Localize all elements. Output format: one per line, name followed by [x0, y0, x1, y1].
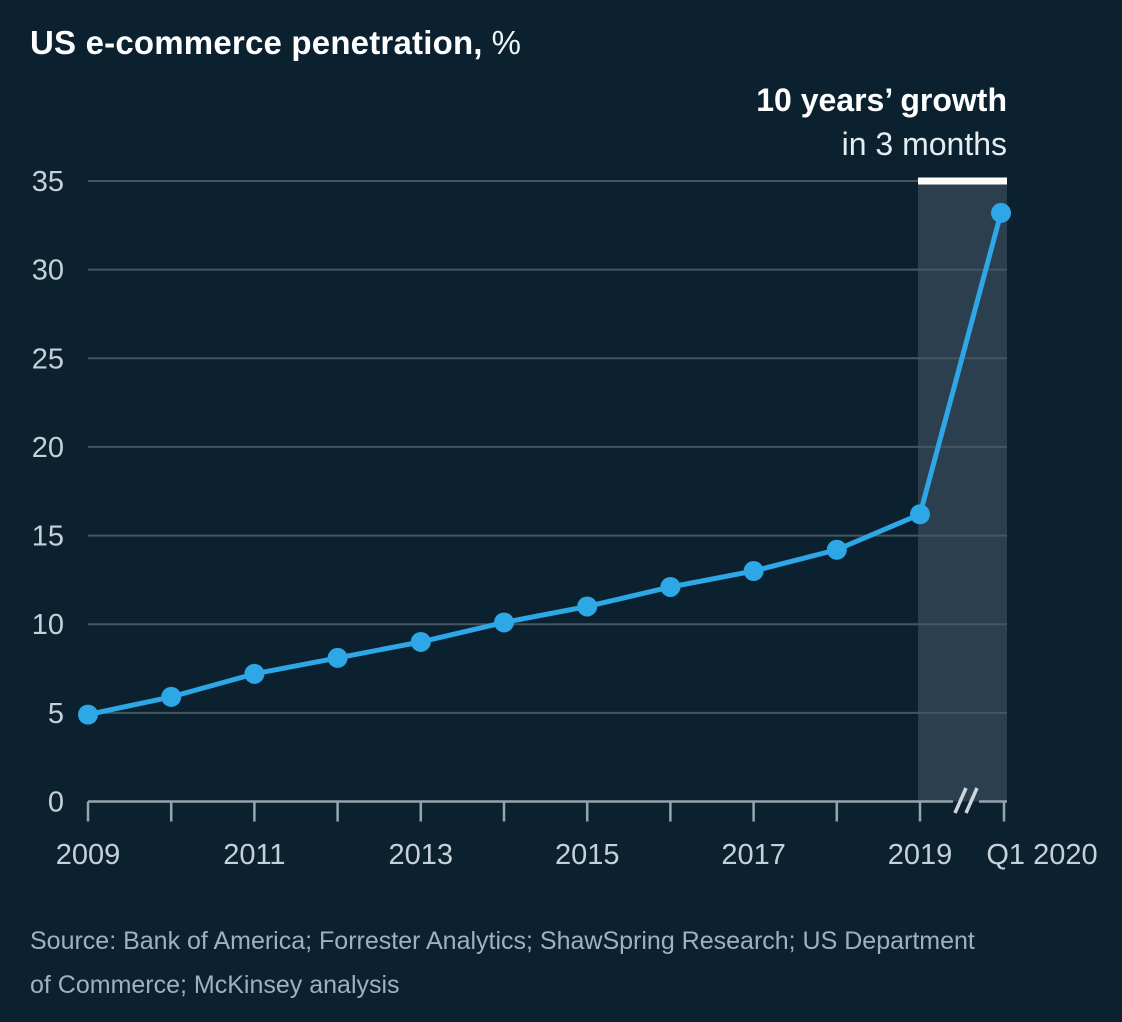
y-axis-label: 5: [48, 698, 64, 730]
data-point: [327, 647, 348, 668]
x-axis-label: 2011: [223, 839, 285, 871]
source-note-line2: of Commerce; McKinsey analysis: [30, 971, 400, 999]
data-point: [494, 612, 514, 633]
y-axis-label: 15: [32, 521, 64, 553]
data-point: [991, 202, 1011, 223]
growth-annotation-line1: 10 years’ growth: [756, 82, 1007, 118]
x-axis-label: 2015: [555, 839, 620, 871]
data-point: [577, 596, 598, 617]
data-point: [244, 663, 265, 684]
x-axis-label: 2013: [389, 839, 454, 871]
chart-title-text: US e-commerce penetration,: [30, 24, 483, 61]
y-axis-label: 20: [32, 432, 64, 464]
axis-break-icon: [964, 787, 979, 814]
growth-annotation-line2: in 3 months: [841, 126, 1007, 162]
axis-break-icon: [953, 787, 968, 814]
growth-annotation: 10 years’ growth in 3 months: [756, 78, 1007, 166]
data-point: [660, 576, 681, 597]
growth-marker-bar: [918, 177, 1007, 185]
data-line: [85, 210, 1004, 718]
chart-title: US e-commerce penetration,%: [30, 24, 521, 62]
y-axis-label: 25: [32, 343, 64, 375]
data-point: [910, 504, 930, 525]
data-point: [78, 704, 98, 725]
data-point: [826, 539, 847, 560]
y-axis-label: 0: [48, 787, 64, 819]
data-point: [161, 686, 182, 707]
x-axis-label: 2017: [721, 839, 786, 871]
chart-title-unit: %: [491, 24, 522, 61]
data-point: [743, 561, 764, 582]
x-axis-label: 2019: [888, 839, 953, 871]
source-note-line1: Source: Bank of America; Forrester Analy…: [30, 927, 975, 955]
highlight-band: [918, 184, 1007, 802]
x-axis-label: Q1 2020: [986, 839, 1097, 871]
y-axis-label: 30: [32, 255, 64, 287]
data-point: [410, 631, 431, 652]
x-axis-label: 2009: [56, 839, 121, 871]
source-note: Source: Bank of America; Forrester Analy…: [30, 919, 975, 1007]
y-axis-label: 10: [32, 609, 64, 641]
y-axis-label: 35: [32, 166, 64, 198]
